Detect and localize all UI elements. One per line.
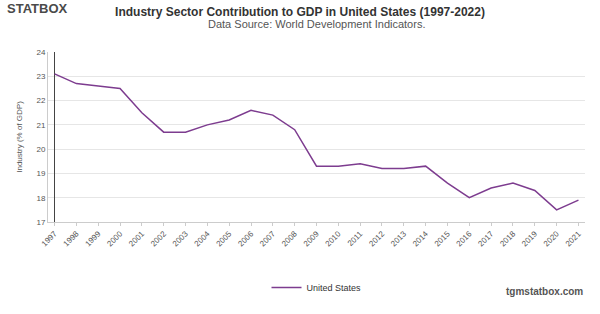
svg-text:2013: 2013 — [389, 229, 408, 248]
svg-text:1997: 1997 — [40, 229, 59, 248]
svg-text:Data Source: World Development: Data Source: World Development Indicator… — [208, 18, 425, 30]
svg-text:17: 17 — [36, 218, 45, 227]
svg-text:2015: 2015 — [433, 229, 452, 248]
svg-text:2016: 2016 — [455, 229, 474, 248]
svg-text:Industry Sector Contribution t: Industry Sector Contribution to GDP in U… — [115, 5, 485, 19]
svg-text:2011: 2011 — [346, 229, 365, 248]
svg-text:2003: 2003 — [171, 229, 190, 248]
svg-text:1998: 1998 — [62, 229, 81, 248]
svg-text:2008: 2008 — [280, 229, 299, 248]
svg-text:2018: 2018 — [498, 229, 517, 248]
svg-text:2017: 2017 — [476, 229, 495, 248]
svg-text:2014: 2014 — [411, 229, 430, 248]
svg-text:2002: 2002 — [149, 229, 168, 248]
svg-text:Industry (% of GDP): Industry (% of GDP) — [15, 101, 24, 173]
svg-text:24: 24 — [36, 48, 45, 57]
svg-text:2004: 2004 — [193, 229, 212, 248]
svg-text:1999: 1999 — [84, 229, 103, 248]
svg-text:2005: 2005 — [214, 229, 233, 248]
svg-text:2007: 2007 — [258, 229, 277, 248]
svg-text:2010: 2010 — [324, 229, 343, 248]
svg-text:STATBOX: STATBOX — [7, 1, 68, 16]
svg-text:United States: United States — [307, 283, 362, 293]
svg-text:2012: 2012 — [367, 229, 386, 248]
svg-text:2021: 2021 — [564, 229, 583, 248]
svg-text:20: 20 — [36, 145, 45, 154]
svg-text:23: 23 — [36, 72, 45, 81]
svg-text:2001: 2001 — [127, 229, 146, 248]
svg-text:18: 18 — [36, 194, 45, 203]
svg-text:2006: 2006 — [236, 229, 255, 248]
svg-text:2000: 2000 — [105, 229, 124, 248]
svg-text:19: 19 — [36, 169, 45, 178]
svg-text:2009: 2009 — [302, 229, 321, 248]
svg-text:21: 21 — [36, 121, 45, 130]
svg-text:2019: 2019 — [520, 229, 539, 248]
svg-text:2020: 2020 — [542, 229, 561, 248]
svg-text:tgmstatbox.com: tgmstatbox.com — [506, 286, 583, 297]
svg-text:22: 22 — [36, 96, 45, 105]
